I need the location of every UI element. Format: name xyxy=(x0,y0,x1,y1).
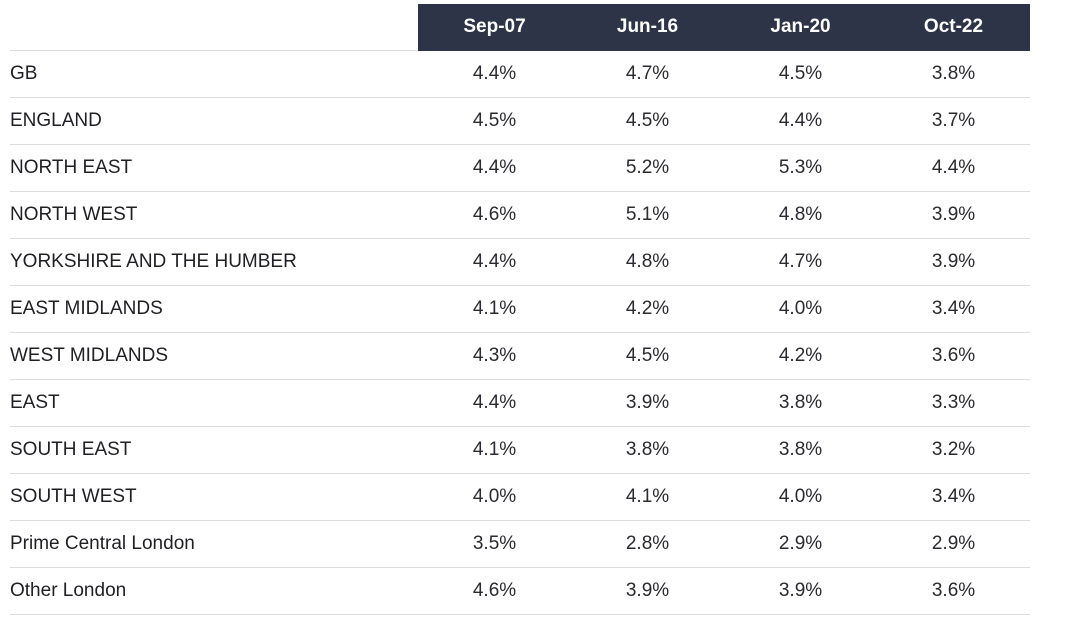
table-row: EAST 4.4% 3.9% 3.8% 3.3% xyxy=(10,379,1030,427)
table-row: NORTH EAST 4.4% 5.2% 5.3% 4.4% xyxy=(10,144,1030,192)
value-cell: 3.9% xyxy=(571,567,724,615)
value-cell: 4.8% xyxy=(571,238,724,286)
table-row: WEST MIDLANDS 4.3% 4.5% 4.2% 3.6% xyxy=(10,332,1030,380)
row-label: EAST MIDLANDS xyxy=(10,285,418,333)
header-row: Sep-07 Jun-16 Jan-20 Oct-22 xyxy=(10,4,1030,51)
value-cell: 5.1% xyxy=(571,191,724,239)
value-cell: 2.8% xyxy=(571,520,724,568)
table-row: EAST MIDLANDS 4.1% 4.2% 4.0% 3.4% xyxy=(10,285,1030,333)
column-header: Oct-22 xyxy=(877,4,1030,51)
value-cell: 4.4% xyxy=(418,238,571,286)
row-label: Prime Central London xyxy=(10,520,418,568)
value-cell: 3.7% xyxy=(877,97,1030,145)
value-cell: 3.8% xyxy=(571,426,724,474)
value-cell: 4.2% xyxy=(571,285,724,333)
value-cell: 4.5% xyxy=(724,50,877,98)
value-cell: 5.3% xyxy=(724,144,877,192)
value-cell: 3.8% xyxy=(724,379,877,427)
value-cell: 2.9% xyxy=(724,520,877,568)
row-label: NORTH EAST xyxy=(10,144,418,192)
value-cell: 3.6% xyxy=(877,567,1030,615)
value-cell: 3.4% xyxy=(877,473,1030,521)
row-label: ENGLAND xyxy=(10,97,418,145)
value-cell: 4.4% xyxy=(724,97,877,145)
value-cell: 3.9% xyxy=(877,238,1030,286)
value-cell: 4.7% xyxy=(571,50,724,98)
value-cell: 4.0% xyxy=(724,473,877,521)
value-cell: 4.8% xyxy=(724,191,877,239)
value-cell: 3.4% xyxy=(877,285,1030,333)
row-label: WEST MIDLANDS xyxy=(10,332,418,380)
value-cell: 5.2% xyxy=(571,144,724,192)
table-row: NORTH WEST 4.6% 5.1% 4.8% 3.9% xyxy=(10,191,1030,239)
row-label: Other London xyxy=(10,567,418,615)
value-cell: 4.0% xyxy=(418,473,571,521)
value-cell: 4.0% xyxy=(724,285,877,333)
table-body: GB 4.4% 4.7% 4.5% 3.8% ENGLAND 4.5% 4.5% 4.4% 3.7… xyxy=(10,50,1030,615)
data-table: Sep-07 Jun-16 Jan-20 Oct-22 GB 4.4% 4.7% 4.… xyxy=(10,4,1030,615)
row-label: NORTH WEST xyxy=(10,191,418,239)
value-cell: 3.8% xyxy=(877,50,1030,98)
value-cell: 3.9% xyxy=(877,191,1030,239)
column-header: Sep-07 xyxy=(418,4,571,51)
table-row: YORKSHIRE AND THE HUMBER 4.4% 4.8% 4.7% 3.9% xyxy=(10,238,1030,286)
value-cell: 4.5% xyxy=(571,97,724,145)
value-cell: 4.4% xyxy=(877,144,1030,192)
value-cell: 3.2% xyxy=(877,426,1030,474)
value-cell: 3.5% xyxy=(418,520,571,568)
row-label: YORKSHIRE AND THE HUMBER xyxy=(10,238,418,286)
value-cell: 4.1% xyxy=(418,426,571,474)
value-cell: 3.8% xyxy=(724,426,877,474)
table-row: ENGLAND 4.5% 4.5% 4.4% 3.7% xyxy=(10,97,1030,145)
value-cell: 4.4% xyxy=(418,379,571,427)
value-cell: 4.4% xyxy=(418,144,571,192)
value-cell: 3.6% xyxy=(877,332,1030,380)
value-cell: 4.6% xyxy=(418,567,571,615)
column-header: Jun-16 xyxy=(571,4,724,51)
value-cell: 4.7% xyxy=(724,238,877,286)
column-header: Jan-20 xyxy=(724,4,877,51)
row-label: SOUTH WEST xyxy=(10,473,418,521)
row-label: EAST xyxy=(10,379,418,427)
table-row: Other London 4.6% 3.9% 3.9% 3.6% xyxy=(10,567,1030,615)
table-header: Sep-07 Jun-16 Jan-20 Oct-22 xyxy=(10,4,1030,51)
value-cell: 4.2% xyxy=(724,332,877,380)
value-cell: 2.9% xyxy=(877,520,1030,568)
value-cell: 4.5% xyxy=(571,332,724,380)
header-corner-cell xyxy=(10,4,418,51)
value-cell: 3.9% xyxy=(724,567,877,615)
table-row: Prime Central London 3.5% 2.8% 2.9% 2.9% xyxy=(10,520,1030,568)
row-label: SOUTH EAST xyxy=(10,426,418,474)
value-cell: 4.4% xyxy=(418,50,571,98)
value-cell: 4.3% xyxy=(418,332,571,380)
value-cell: 4.1% xyxy=(571,473,724,521)
table-row: SOUTH EAST 4.1% 3.8% 3.8% 3.2% xyxy=(10,426,1030,474)
table-row: SOUTH WEST 4.0% 4.1% 4.0% 3.4% xyxy=(10,473,1030,521)
value-cell: 3.9% xyxy=(571,379,724,427)
value-cell: 4.1% xyxy=(418,285,571,333)
table-row: GB 4.4% 4.7% 4.5% 3.8% xyxy=(10,50,1030,98)
data-table-container: Sep-07 Jun-16 Jan-20 Oct-22 GB 4.4% 4.7% 4.… xyxy=(10,4,1030,615)
row-label: GB xyxy=(10,50,418,98)
value-cell: 3.3% xyxy=(877,379,1030,427)
value-cell: 4.5% xyxy=(418,97,571,145)
value-cell: 4.6% xyxy=(418,191,571,239)
